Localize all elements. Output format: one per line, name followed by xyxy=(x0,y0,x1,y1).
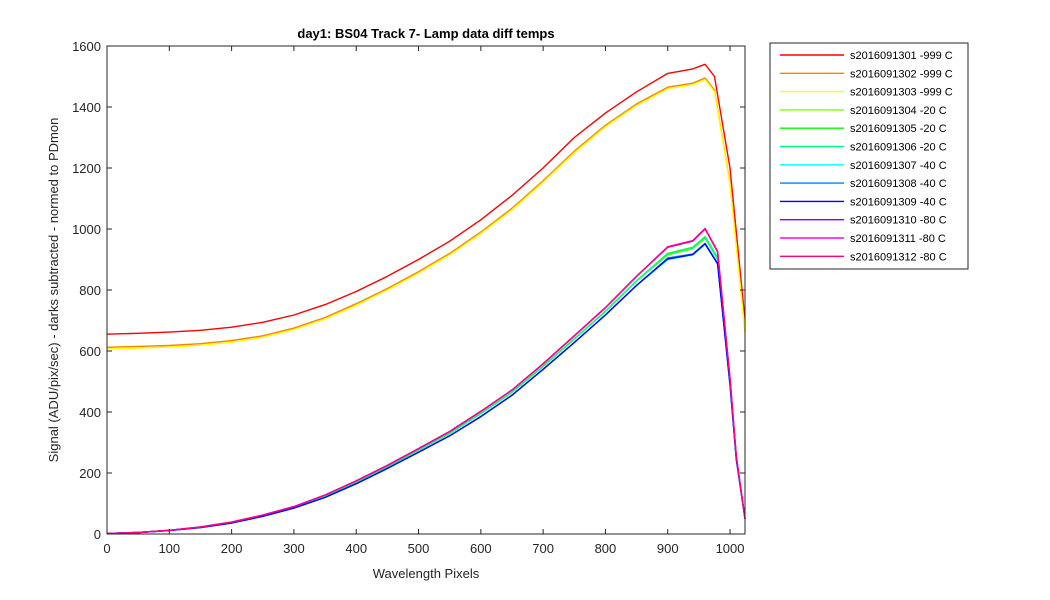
legend-entry-label: s2016091311 -80 C xyxy=(850,233,946,245)
x-tick-label: 0 xyxy=(103,541,110,556)
legend: s2016091301 -999 C s2016091302 -999 C s201… xyxy=(769,42,969,270)
y-tick-label: 1000 xyxy=(72,222,101,237)
x-tick-label: 900 xyxy=(657,541,679,556)
legend-entry-label: s2016091304 -20 C xyxy=(850,105,947,117)
series-line-4 xyxy=(106,237,746,535)
legend-entry-label: s2016091302 -999 C xyxy=(850,68,953,80)
x-tick-label: 500 xyxy=(408,541,430,556)
plot-frame xyxy=(106,45,746,535)
chart-title: day1: BS04 Track 7- Lamp data diff temps xyxy=(297,26,554,41)
series-layer xyxy=(106,63,746,535)
y-tick-label: 600 xyxy=(79,344,101,359)
x-tick-label: 1000 xyxy=(716,541,745,556)
series-line-12 xyxy=(106,228,746,535)
series-line-9 xyxy=(106,243,746,535)
legend-entry-label: s2016091307 -40 C xyxy=(850,160,947,172)
y-axis-label: Signal (ADU/pix/sec) - darks subtracted … xyxy=(46,118,61,463)
x-tick-label: 600 xyxy=(470,541,492,556)
series-line-2 xyxy=(106,77,746,348)
x-tick-label: 200 xyxy=(221,541,243,556)
legend-entry-label: s2016091305 -20 C xyxy=(850,123,947,135)
axes-layer: 0 100 200 300 400 500 600 700 800 900 1000 0 200 400 6… xyxy=(72,39,746,556)
series-line-1 xyxy=(106,63,746,335)
x-tick-label: 400 xyxy=(345,541,367,556)
legend-entry-label: s2016091306 -20 C xyxy=(850,142,947,154)
legend-entry-label: s2016091308 -40 C xyxy=(850,178,947,190)
x-tick-label: 700 xyxy=(532,541,554,556)
series-line-6 xyxy=(106,236,746,535)
y-tick-label: 200 xyxy=(79,466,101,481)
x-axis-label: Wavelength Pixels xyxy=(373,566,480,581)
legend-entry-label: s2016091309 -40 C xyxy=(850,196,947,208)
series-line-8 xyxy=(106,242,746,535)
x-tick-label: 800 xyxy=(595,541,617,556)
legend-entry-label: s2016091301 -999 C xyxy=(850,50,953,62)
y-tick-label: 1200 xyxy=(72,161,101,176)
legend-entry-label: s2016091303 -999 C xyxy=(850,87,953,99)
series-line-3 xyxy=(106,78,746,350)
y-tick-label: 1600 xyxy=(72,39,101,54)
legend-entry-label: s2016091312 -80 C xyxy=(850,251,947,263)
series-line-7 xyxy=(106,243,746,535)
series-line-5 xyxy=(106,235,746,535)
y-tick-label: 1400 xyxy=(72,100,101,115)
y-tick-label: 0 xyxy=(94,527,101,542)
legend-entry-label: s2016091310 -80 C xyxy=(850,215,947,227)
y-tick-label: 400 xyxy=(79,405,101,420)
y-tick-label: 800 xyxy=(79,283,101,298)
legend-box xyxy=(769,42,969,270)
x-tick-label: 100 xyxy=(158,541,180,556)
x-tick-label: 300 xyxy=(283,541,305,556)
